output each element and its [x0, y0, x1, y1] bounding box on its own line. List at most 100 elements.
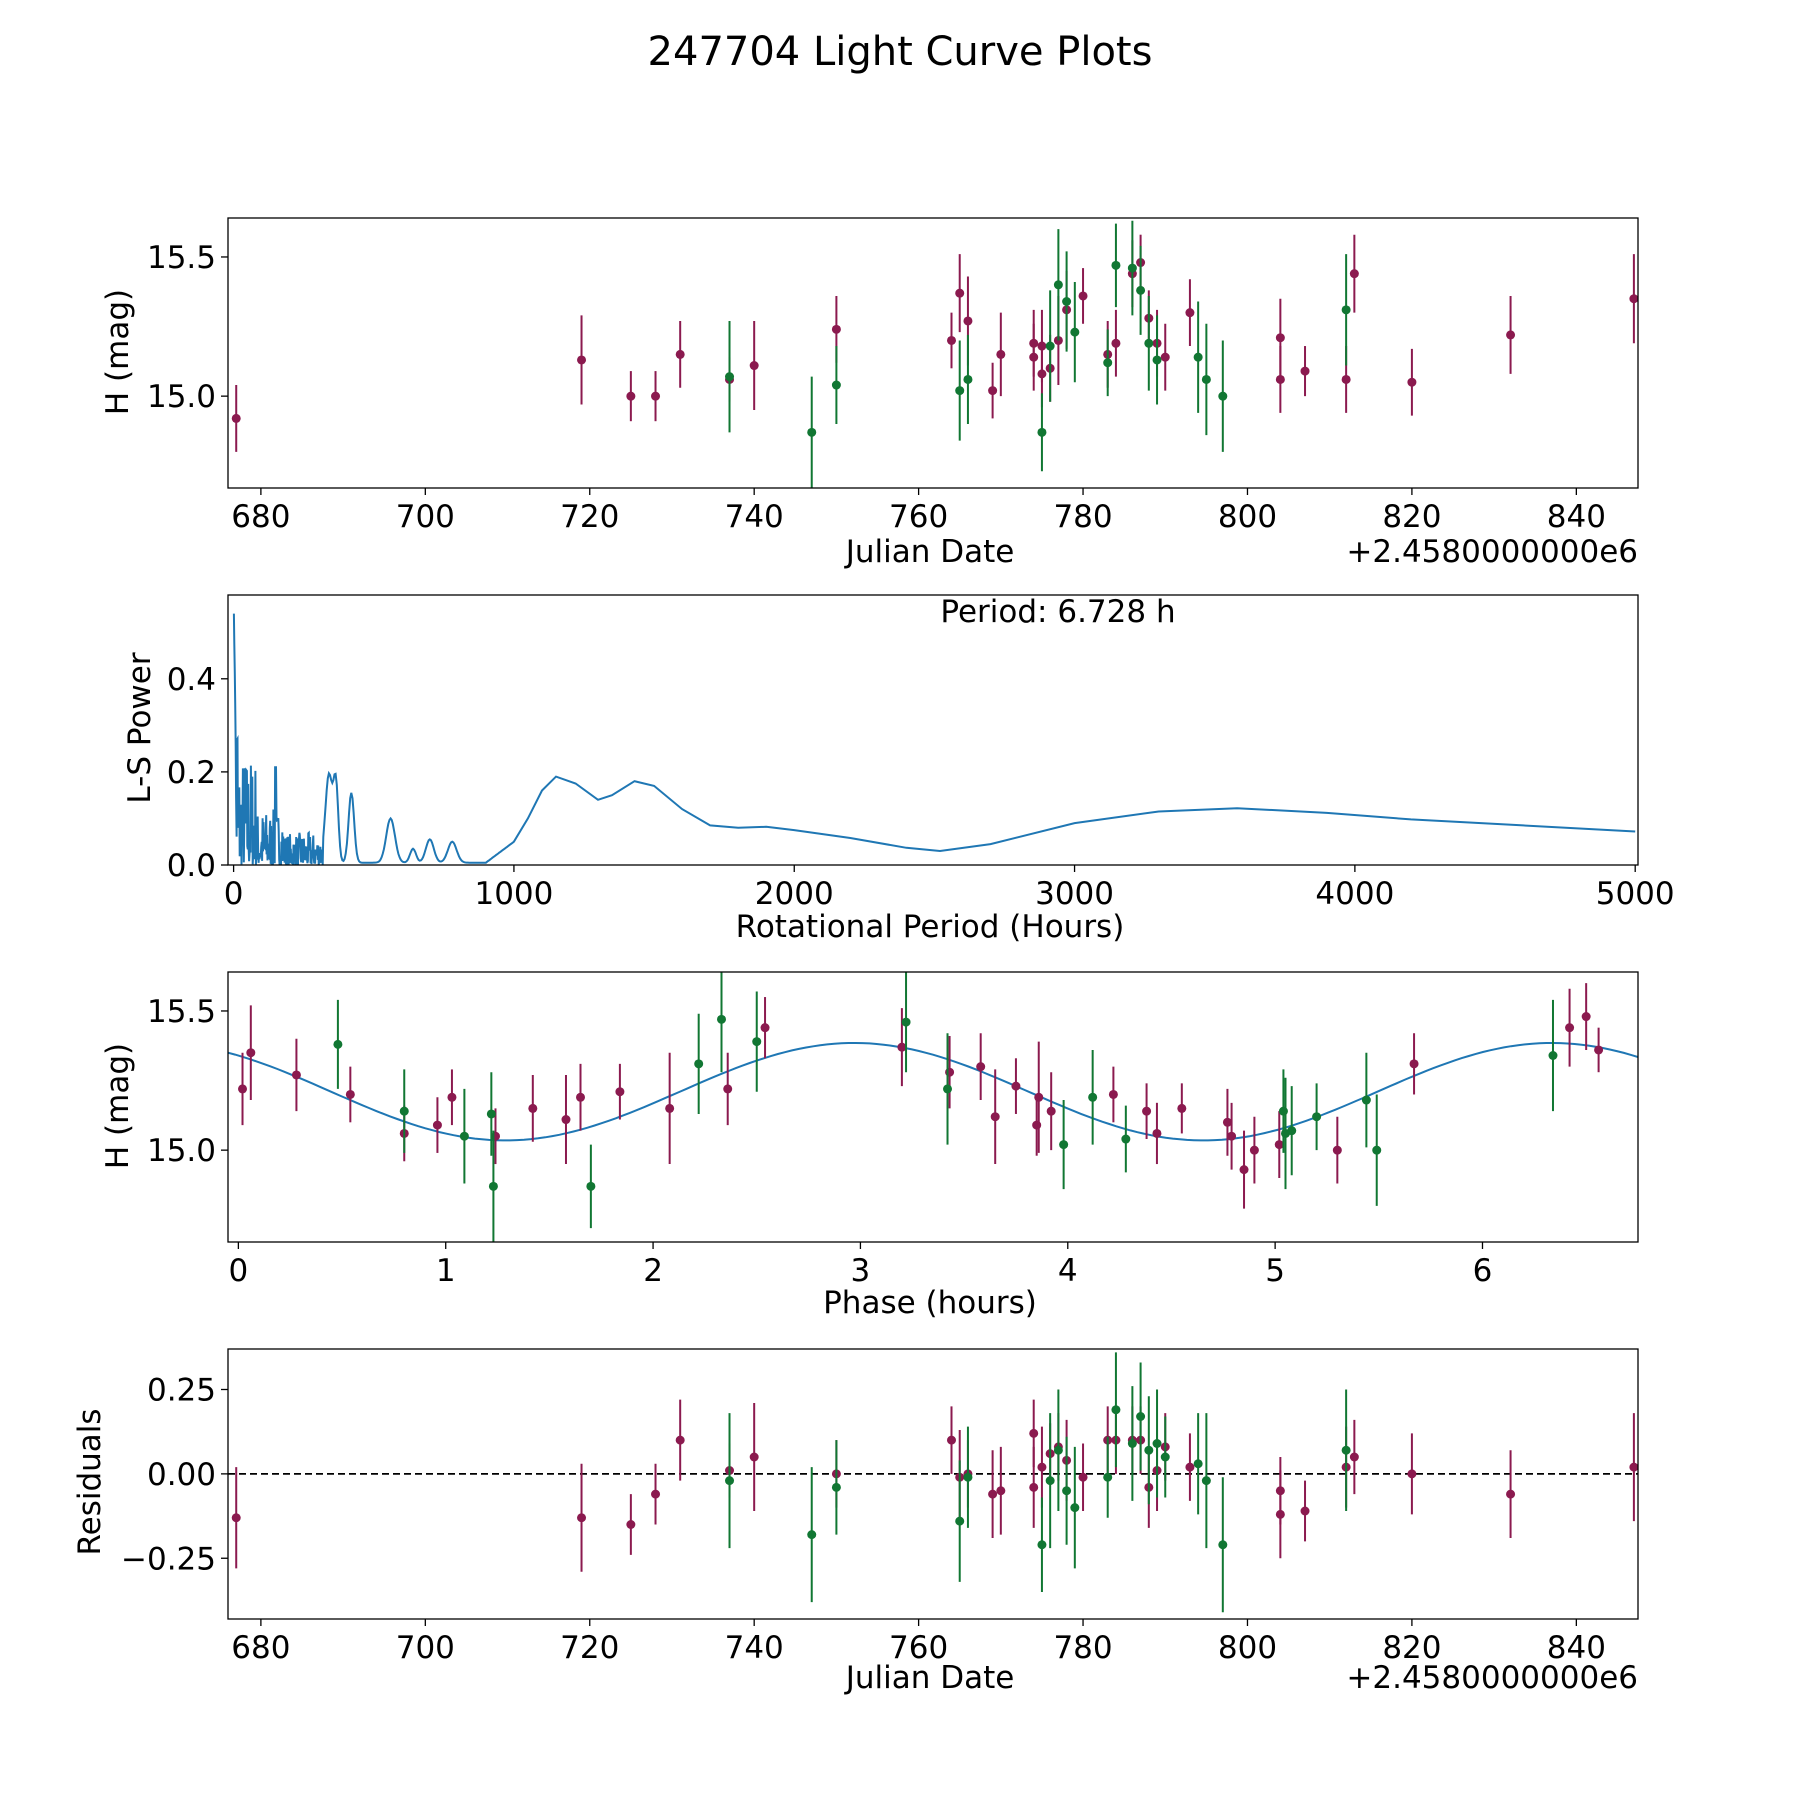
phase-ylabel: H (mag) — [100, 1043, 136, 1169]
residuals-point — [831, 1482, 841, 1492]
phase-point — [486, 1109, 496, 1119]
phase-point — [1274, 1140, 1284, 1150]
residuals-point — [988, 1489, 998, 1499]
phase-point — [576, 1092, 585, 1102]
residuals-point — [1506, 1489, 1516, 1499]
phase-point — [488, 1181, 498, 1191]
residuals-ytick-label: 0.25 — [147, 1373, 216, 1409]
residuals-point — [1037, 1540, 1047, 1550]
phase-xtick-label: 2 — [643, 1253, 663, 1289]
lightcurve-point — [1037, 427, 1047, 437]
phase-point — [291, 1070, 301, 1080]
phase-point — [561, 1115, 571, 1125]
residuals-ytick-label: −0.25 — [121, 1541, 216, 1577]
lightcurve-point — [1275, 374, 1285, 384]
phase-point — [528, 1103, 538, 1113]
lightcurve-point — [1407, 377, 1417, 387]
lightcurve-point — [1103, 358, 1113, 368]
lightcurve-point — [725, 372, 735, 382]
lightcurve-xtick-label: 680 — [231, 499, 290, 535]
lightcurve-point — [1629, 294, 1638, 304]
lightcurve-point — [231, 413, 241, 423]
residuals-point — [577, 1513, 587, 1523]
phase-xlabel: Phase (hours) — [823, 1285, 1037, 1321]
lightcurve-point — [988, 386, 998, 396]
residuals-ylabel: Residuals — [72, 1408, 108, 1555]
phase-point — [345, 1089, 355, 1099]
residuals-point — [1103, 1472, 1113, 1482]
residuals-point — [955, 1516, 965, 1526]
phase-point — [1108, 1089, 1118, 1099]
phase-point — [399, 1106, 409, 1116]
residuals-xtick-label: 700 — [396, 1630, 455, 1666]
residuals-xtick-label: 760 — [889, 1630, 948, 1666]
phase-plot-area — [228, 972, 1638, 1242]
residuals-point — [807, 1530, 817, 1540]
phase-point — [665, 1103, 675, 1113]
phase-point — [1581, 1012, 1591, 1022]
phase-point — [943, 1084, 953, 1094]
phase-point — [897, 1042, 907, 1052]
periodogram-ytick-label: 0.2 — [167, 755, 216, 791]
periodogram-ytick-label: 0.0 — [167, 848, 216, 884]
periodogram-plot-area — [232, 613, 1636, 865]
residuals-point — [1136, 1412, 1146, 1421]
lightcurve-point — [996, 349, 1006, 359]
lightcurve-point — [1144, 338, 1154, 348]
lightcurve-point — [1341, 374, 1351, 384]
phase-ytick-label: 15.0 — [147, 1133, 216, 1169]
residuals-panel: 680 700 720 740 760 780 800 820 840 0.25 0.00 −0.25 — [121, 1348, 1639, 1666]
lightcurve-point — [1193, 352, 1203, 362]
residuals-point — [1152, 1439, 1162, 1448]
phase-point — [1361, 1095, 1371, 1105]
residuals-point — [1629, 1462, 1638, 1472]
phase-point — [1287, 1126, 1297, 1136]
residuals-xtick-label: 740 — [725, 1630, 784, 1666]
phase-point — [1372, 1145, 1382, 1155]
residuals-point — [626, 1520, 636, 1529]
lightcurve-xlabel: Julian Date — [844, 534, 1015, 570]
phase-point — [694, 1059, 704, 1069]
phase-point — [432, 1120, 442, 1130]
residuals-point — [946, 1435, 956, 1445]
lightcurve-point — [831, 324, 841, 334]
phase-point — [717, 1014, 726, 1024]
phase-point — [1227, 1131, 1237, 1141]
lightcurve-offset-label: +2.4580000000e6 — [1346, 534, 1638, 570]
residuals-point — [1062, 1486, 1072, 1496]
phase-panel: 0 1 2 3 4 5 6 15.0 15.5 — [147, 971, 1639, 1289]
residuals-point — [1029, 1482, 1039, 1492]
lightcurve-point — [577, 355, 587, 365]
residuals-xtick-label: 680 — [231, 1630, 290, 1666]
lightcurve-xtick-label: 840 — [1547, 499, 1606, 535]
lightcurve-point — [1053, 280, 1063, 290]
phase-point — [1059, 1140, 1069, 1150]
periodogram-xtick-label: 5000 — [1596, 876, 1675, 912]
phase-ytick-label: 15.5 — [147, 994, 216, 1030]
phase-xtick-label: 6 — [1473, 1253, 1493, 1289]
residuals-xtick-label: 800 — [1218, 1630, 1277, 1666]
residuals-point — [675, 1435, 685, 1445]
periodogram-frame — [227, 594, 1639, 866]
residuals-point — [231, 1513, 241, 1523]
phase-point — [901, 1017, 911, 1027]
lightcurve-point — [955, 288, 965, 298]
phase-point — [1088, 1092, 1098, 1102]
phase-point — [615, 1087, 625, 1097]
periodogram-xtick-label: 0 — [224, 876, 244, 912]
residuals-frame — [227, 1348, 1639, 1620]
residuals-xtick-label: 780 — [1053, 1630, 1112, 1666]
residuals-point — [1053, 1445, 1063, 1455]
phase-point — [1409, 1059, 1419, 1069]
lightcurve-xtick-label: 760 — [889, 499, 948, 535]
lightcurve-point — [831, 380, 841, 390]
phase-point — [1548, 1051, 1558, 1061]
lightcurve-frame — [227, 217, 1639, 489]
phase-point — [990, 1112, 1000, 1122]
residuals-point — [1070, 1503, 1080, 1513]
periodogram-line — [232, 613, 1636, 865]
phase-point — [1239, 1165, 1249, 1175]
residuals-point — [749, 1452, 759, 1462]
lightcurve-point — [1185, 308, 1195, 318]
phase-point — [1121, 1134, 1131, 1144]
